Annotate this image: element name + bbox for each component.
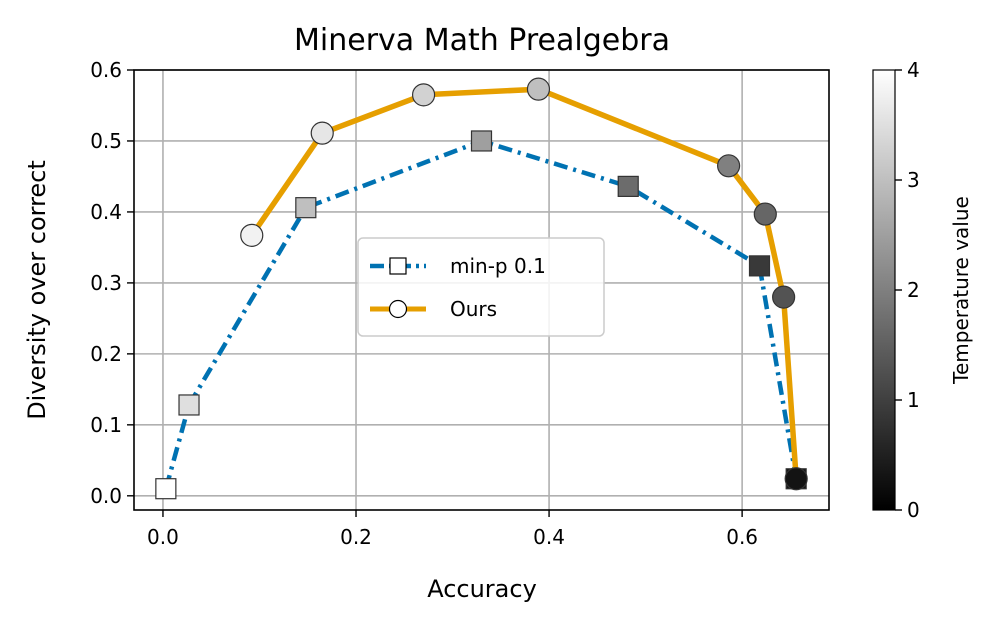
legend-label-min-p: min-p 0.1	[450, 254, 546, 278]
data-point-square	[470, 130, 493, 152]
colorbar-tick-label: 4	[907, 58, 920, 82]
data-point-circle	[310, 121, 334, 145]
chart-title: Minerva Math Prealgebra	[294, 23, 670, 58]
colorbar-tick-label: 3	[907, 168, 920, 192]
data-point-circle	[784, 467, 808, 491]
data-point-square	[295, 197, 317, 219]
data-point-square	[617, 175, 639, 197]
plot-frame	[133, 69, 830, 511]
y-tick-label: 0.0	[90, 484, 122, 508]
data-point-square	[178, 394, 200, 416]
colorbar-tick-label: 2	[907, 278, 920, 302]
legend-marker-square	[389, 257, 407, 275]
y-axis-label: Diversity over correct	[23, 160, 51, 420]
colorbar-tick-label: 1	[907, 388, 920, 412]
colorbar-label: Temperature value	[949, 196, 973, 385]
legend-label-ours: Ours	[450, 297, 497, 321]
data-point-circle	[717, 154, 741, 178]
x-tick-label: 0.2	[340, 525, 372, 549]
data-point-circle	[753, 202, 777, 226]
x-ticks: 0.0 0.2 0.4 0.6	[147, 510, 758, 549]
legend-box	[357, 237, 605, 337]
data-point-circle	[526, 77, 551, 101]
data-point-square	[748, 255, 771, 277]
y-tick-label: 0.3	[90, 271, 122, 295]
x-tick-label: 0.0	[147, 525, 179, 549]
colorbar-tick-label: 0	[907, 498, 920, 522]
colorbar: 0 1 2 3 4 Temperature value	[872, 58, 973, 522]
colorbar-ticks: 0 1 2 3 4	[895, 58, 920, 522]
data-point-circle	[240, 223, 264, 247]
y-tick-label: 0.1	[90, 413, 122, 437]
y-tick-label: 0.6	[90, 58, 122, 82]
legend-marker-circle	[388, 299, 408, 319]
x-tick-label: 0.4	[533, 525, 565, 549]
y-tick-label: 0.5	[90, 129, 122, 153]
series-line-ours	[249, 86, 799, 479]
data-point-circle	[411, 83, 436, 107]
x-axis-label: Accuracy	[427, 575, 537, 603]
legend-entry-ours: Ours	[370, 297, 497, 321]
colorbar-gradient	[872, 69, 896, 511]
y-ticks: 0.0 0.1 0.2 0.3 0.4 0.5 0.6	[90, 58, 134, 508]
legend: min-p 0.1 Ours	[357, 237, 605, 337]
data-point-square	[155, 478, 177, 500]
x-tick-label: 0.6	[726, 525, 758, 549]
data-point-circle	[772, 285, 796, 309]
y-tick-label: 0.2	[90, 342, 122, 366]
marker-layer	[155, 77, 808, 500]
legend-entry-min-p: min-p 0.1	[370, 254, 546, 278]
y-tick-label: 0.4	[90, 200, 122, 224]
